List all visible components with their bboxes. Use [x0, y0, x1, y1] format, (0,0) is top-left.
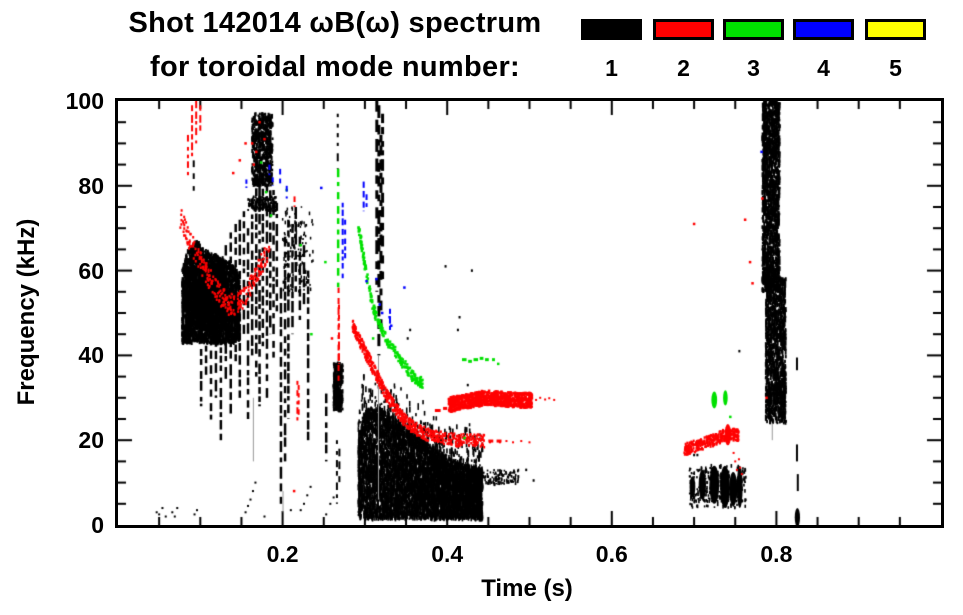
y-tick-label-20: 20	[78, 427, 104, 454]
legend-label-n5: 5	[889, 55, 902, 81]
legend-item-1: 1	[581, 19, 642, 82]
legend-swatch-n3	[723, 19, 784, 40]
y-tick-label-60: 60	[78, 257, 104, 284]
legend-swatch-n5	[865, 19, 926, 40]
y-tick-label-80: 80	[78, 172, 104, 199]
y-tick-label-100: 100	[65, 88, 104, 114]
legend-swatch-n1	[581, 19, 642, 40]
spectrum-canvas	[118, 101, 941, 525]
legend-item-2: 2	[653, 19, 714, 82]
legend-label-n1: 1	[605, 55, 618, 81]
legend-item-3: 3	[723, 19, 784, 82]
y-tick-label-0: 0	[91, 512, 104, 538]
legend-swatch-n2	[653, 19, 714, 40]
legend-label-n4: 4	[817, 55, 830, 81]
x-tick-label-0.4: 0.4	[431, 541, 464, 567]
x-axis-title: Time (s)	[481, 575, 573, 602]
figure-title: Shot 142014 ωB(ω) spectrum	[128, 7, 542, 39]
legend-item-4: 4	[793, 19, 854, 82]
figure-subtitle: for toroidal mode number:	[150, 51, 520, 83]
legend-label-n2: 2	[677, 55, 690, 81]
legend-swatch-n4	[793, 19, 854, 40]
x-tick-label-0.2: 0.2	[266, 541, 299, 567]
legend-label-n3: 3	[747, 55, 760, 81]
x-tick-label-0.8: 0.8	[760, 541, 793, 567]
x-tick-label-0.6: 0.6	[595, 541, 628, 567]
y-axis-title: Frequency (kHz)	[13, 218, 40, 406]
y-tick-label-40: 40	[78, 342, 104, 369]
legend-item-5: 5	[865, 19, 926, 82]
